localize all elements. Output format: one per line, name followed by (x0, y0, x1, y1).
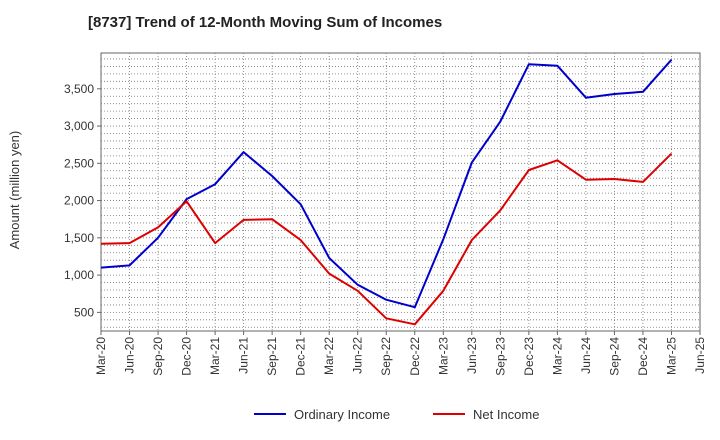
x-tick-label: Sep-20 (151, 337, 165, 376)
series-line-net-income (100, 152, 673, 326)
x-tick-label: Mar-20 (94, 337, 108, 375)
x-tick-label: Dec-24 (636, 337, 650, 376)
x-tick-label: Jun-24 (579, 337, 593, 374)
x-tick-label: Jun-21 (237, 337, 251, 374)
x-tick-label: Sep-24 (607, 337, 621, 376)
series-line-ordinary-income (100, 59, 673, 309)
x-tick-label: Jun-23 (465, 337, 479, 374)
x-tick-label: Jun-20 (123, 337, 137, 374)
x-tick-label: Mar-23 (436, 337, 450, 375)
x-axis-ticks: Mar-20 Jun-20 Sep-20 Dec-20 Mar-21 Jun-21 Sep-… (94, 331, 707, 376)
x-tick-label: Dec-20 (180, 337, 194, 376)
x-tick-label: Jun-25 (693, 337, 707, 374)
x-tick-label: Sep-22 (379, 337, 393, 376)
y-tick-label: 1,500 (64, 231, 94, 245)
x-tick-label: Sep-23 (493, 337, 507, 376)
y-tick-label: 3,000 (64, 119, 94, 133)
y-axis-ticks: 500 1,000 1,500 2,000 2,500 3,000 3,500 (64, 82, 101, 319)
y-tick-label: 500 (74, 305, 94, 319)
x-tick-label: Mar-24 (550, 337, 564, 375)
x-tick-label: Dec-21 (294, 337, 308, 376)
chart-title: [8737] Trend of 12-Month Moving Sum of I… (88, 14, 443, 31)
legend-label: Ordinary Income (294, 407, 390, 422)
legend: Ordinary Income Net Income (254, 407, 539, 422)
series-layer (100, 59, 673, 326)
legend-label: Net Income (473, 407, 539, 422)
y-tick-label: 3,500 (64, 82, 94, 96)
gridlines (101, 53, 700, 331)
x-tick-label: Mar-25 (664, 337, 678, 375)
y-tick-label: 2,500 (64, 156, 94, 170)
x-tick-label: Sep-21 (265, 337, 279, 376)
y-tick-label: 1,000 (64, 268, 94, 282)
y-axis-label: Amount (million yen) (7, 131, 22, 250)
x-tick-label: Dec-22 (408, 337, 422, 376)
x-tick-label: Mar-22 (322, 337, 336, 375)
x-tick-label: Mar-21 (208, 337, 222, 375)
y-tick-label: 2,000 (64, 194, 94, 208)
x-tick-label: Jun-22 (351, 337, 365, 374)
x-tick-label: Dec-23 (522, 337, 536, 376)
